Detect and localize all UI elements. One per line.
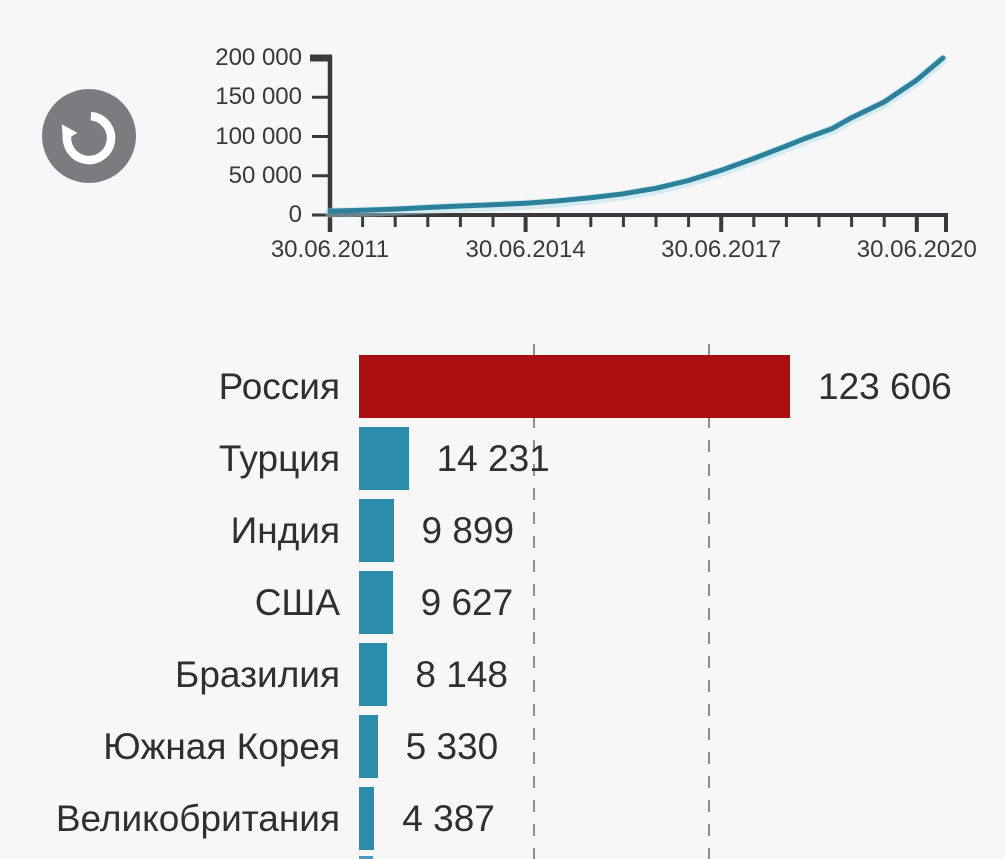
replay-icon <box>61 111 116 165</box>
bar <box>359 571 393 634</box>
y-axis-label: 200 000 <box>215 44 302 71</box>
dashed-gridline <box>707 344 710 859</box>
next-bar-peek <box>359 856 373 859</box>
bar-label: Индия <box>230 510 340 551</box>
bar <box>359 427 409 490</box>
bar <box>359 643 388 706</box>
y-axis-label: 100 000 <box>215 122 302 150</box>
x-axis-label: 30.06.2011 <box>270 236 390 263</box>
y-axis-label: 150 000 <box>215 83 302 111</box>
bar-label: Россия <box>218 366 340 407</box>
x-axis-label: 30.06.2014 <box>465 236 586 263</box>
y-axis-label: 50 000 <box>228 161 302 189</box>
replay-button[interactable] <box>42 89 136 183</box>
total-line-core <box>327 55 946 214</box>
bar-value-label: 9 627 <box>420 582 514 623</box>
bar-value-label: 9 899 <box>421 510 515 551</box>
x-axis-label: 30.06.2017 <box>661 236 782 263</box>
bar-value-label: 123 606 <box>818 366 952 407</box>
bar-label: Южная Корея <box>103 726 340 767</box>
bar-label: Бразилия <box>175 654 340 695</box>
total-line-halo <box>325 54 948 218</box>
bar <box>359 787 375 850</box>
y-axis-label: 0 <box>288 201 302 228</box>
dashed-gridline <box>533 344 536 859</box>
bar-label: Турция <box>218 438 340 479</box>
bar <box>359 715 378 778</box>
bar-label: США <box>254 582 340 623</box>
bar-value-label: 4 387 <box>402 798 495 839</box>
bar <box>359 499 394 562</box>
bar-label: Великобритания <box>55 798 340 839</box>
x-axis-label: 30.06.2020 <box>856 236 977 263</box>
bar-value-label: 8 148 <box>415 654 508 695</box>
bar <box>359 355 790 418</box>
bar-value-label: 5 330 <box>405 726 499 767</box>
bar-value-label: 14 231 <box>436 438 550 479</box>
